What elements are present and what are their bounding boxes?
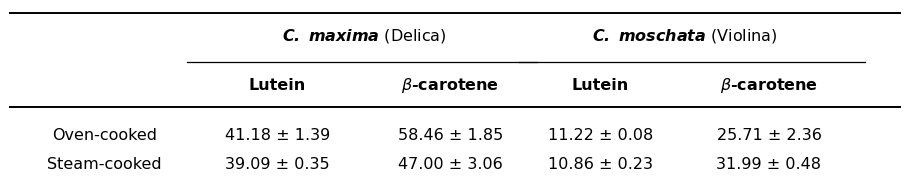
Text: $\beta$-carotene: $\beta$-carotene [720, 76, 818, 95]
Text: 41.18 ± 1.39: 41.18 ± 1.39 [225, 128, 330, 143]
Text: 11.22 ± 0.08: 11.22 ± 0.08 [548, 128, 653, 143]
Text: 47.00 ± 3.06: 47.00 ± 3.06 [398, 157, 503, 172]
Text: $\beta$-carotene: $\beta$-carotene [401, 76, 500, 95]
Text: 31.99 ± 0.48: 31.99 ± 0.48 [716, 157, 822, 172]
Text: $\bfit{C.}$ $\bfit{maxima}$ (Delica): $\bfit{C.}$ $\bfit{maxima}$ (Delica) [282, 27, 446, 45]
Text: Steam-cooked: Steam-cooked [47, 157, 162, 172]
Text: 25.71 ± 2.36: 25.71 ± 2.36 [716, 128, 822, 143]
Text: 10.86 ± 0.23: 10.86 ± 0.23 [548, 157, 653, 172]
Text: $\bfit{C.}$ $\bfit{moschata}$ (Violina): $\bfit{C.}$ $\bfit{moschata}$ (Violina) [592, 27, 777, 45]
Text: Lutein: Lutein [249, 78, 306, 93]
Text: 39.09 ± 0.35: 39.09 ± 0.35 [226, 157, 329, 172]
Text: 58.46 ± 1.85: 58.46 ± 1.85 [398, 128, 503, 143]
Text: Lutein: Lutein [572, 78, 629, 93]
Text: Oven-cooked: Oven-cooked [52, 128, 157, 143]
